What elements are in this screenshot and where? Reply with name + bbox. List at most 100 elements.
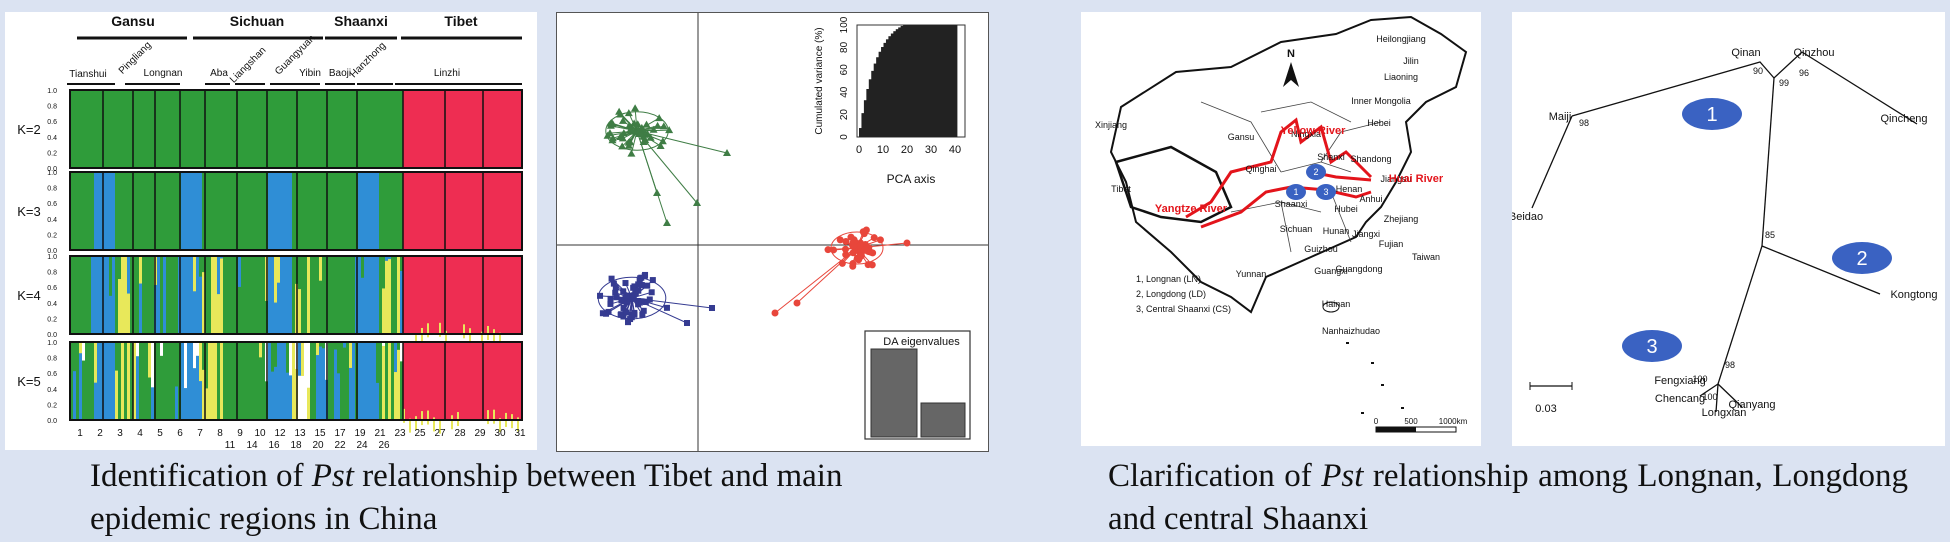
k-label: K=3 xyxy=(17,204,41,219)
blue-cluster-point xyxy=(610,280,617,287)
structure-bar xyxy=(391,256,394,334)
structure-bar xyxy=(376,256,379,334)
structure-bar xyxy=(91,172,94,250)
structure-bar xyxy=(106,90,109,168)
structure-bar xyxy=(208,256,211,334)
caption-right-suffix: relationship among Longnan, Longdong and… xyxy=(1108,458,1909,537)
structure-bar-part xyxy=(385,256,388,261)
structure-bar xyxy=(169,172,172,250)
structure-bar xyxy=(88,172,91,250)
region-marker xyxy=(1286,184,1306,200)
structure-bar xyxy=(316,342,319,420)
structure-bar xyxy=(364,172,367,250)
variance-bar xyxy=(917,25,921,137)
structure-bar xyxy=(148,342,151,420)
structure-bar xyxy=(220,256,223,334)
structure-bar xyxy=(241,172,244,250)
structure-bar xyxy=(88,342,91,420)
structure-bar xyxy=(115,172,118,250)
region-marker-label: 2 xyxy=(1313,167,1318,177)
structure-bar xyxy=(103,90,106,168)
population-number: 10 xyxy=(254,428,266,439)
inset-ytick: 80 xyxy=(839,41,850,53)
structure-bar-part xyxy=(250,342,253,351)
population-number: 30 xyxy=(494,428,506,439)
variance-bar xyxy=(900,25,904,137)
structure-bar xyxy=(139,342,142,420)
green-cluster-point xyxy=(624,138,633,146)
structure-bar xyxy=(136,90,139,168)
structure-bar xyxy=(202,342,205,420)
structure-bar-part xyxy=(463,324,465,339)
structure-bar xyxy=(379,172,382,250)
structure-bar xyxy=(370,342,373,420)
structure-bar xyxy=(160,172,163,250)
bootstrap-value: 90 xyxy=(1753,66,1763,76)
province-label: Inner Mongolia xyxy=(1351,96,1411,106)
map-legend-item: 3, Central Shaanxi (CS) xyxy=(1136,304,1231,314)
population-number: 19 xyxy=(354,428,366,439)
structure-bar xyxy=(376,172,379,250)
blue-cluster-point xyxy=(684,320,690,326)
population-number: 23 xyxy=(394,428,406,439)
structure-bar-part xyxy=(163,256,166,302)
river-label: Yellow River xyxy=(1281,125,1347,137)
da-label: DA eigenvalues xyxy=(883,336,960,348)
structure-bar xyxy=(292,90,295,168)
structure-bar xyxy=(397,342,400,420)
red-cluster-point xyxy=(793,299,801,307)
structure-bar xyxy=(94,90,97,168)
structure-bar xyxy=(313,342,316,420)
structure-bar xyxy=(184,172,187,250)
green-cluster-point xyxy=(653,121,662,129)
structure-bar xyxy=(256,172,259,250)
structure-bar-part xyxy=(286,342,289,373)
population-number: 20 xyxy=(312,440,324,450)
structure-bar xyxy=(142,256,145,334)
structure-row-frame xyxy=(69,171,523,251)
red-cluster-link xyxy=(856,242,908,249)
structure-bar-part xyxy=(175,342,178,387)
structure-bar xyxy=(289,90,292,168)
green-cluster-point xyxy=(627,149,636,157)
structure-bar xyxy=(133,256,136,334)
structure-bar xyxy=(310,256,313,334)
red-cluster-point xyxy=(842,245,850,253)
structure-bar xyxy=(367,256,370,334)
structure-bar xyxy=(85,342,88,420)
variance-bar xyxy=(898,27,902,137)
structure-bar xyxy=(253,172,256,250)
structure-bar xyxy=(232,90,235,168)
structure-bar xyxy=(79,342,82,420)
structure-bar-part xyxy=(199,342,202,382)
structure-bar xyxy=(181,342,184,420)
structure-bar-part xyxy=(307,342,310,388)
structure-bar xyxy=(160,90,163,168)
population-number: 29 xyxy=(474,428,486,439)
taxon-label: Qianyang xyxy=(1728,399,1775,411)
blue-cluster-point xyxy=(649,277,656,284)
variance-bar xyxy=(910,25,914,137)
structure-bar-part xyxy=(487,410,489,425)
structure-bar xyxy=(301,342,304,420)
structure-bar xyxy=(79,90,82,168)
blue-cluster-point xyxy=(639,311,646,318)
structure-bar xyxy=(127,172,130,250)
structure-bar xyxy=(250,172,253,250)
structure-bar xyxy=(193,342,196,420)
population-number: 8 xyxy=(217,428,223,439)
structure-bar-part xyxy=(352,342,355,359)
structure-bar xyxy=(262,256,265,334)
green-cluster-link xyxy=(618,111,638,132)
variance-bar xyxy=(922,25,926,137)
structure-bar xyxy=(343,90,346,168)
blue-cluster-point xyxy=(603,310,610,317)
structure-bar xyxy=(136,172,139,250)
k-label: K=2 xyxy=(17,122,41,137)
structure-bar xyxy=(298,172,301,250)
y-tick: 0.6 xyxy=(47,285,57,292)
structure-bar-part xyxy=(382,256,385,289)
variance-bar xyxy=(927,25,931,137)
structure-bar xyxy=(319,90,322,168)
blue-cluster-point xyxy=(637,275,644,282)
